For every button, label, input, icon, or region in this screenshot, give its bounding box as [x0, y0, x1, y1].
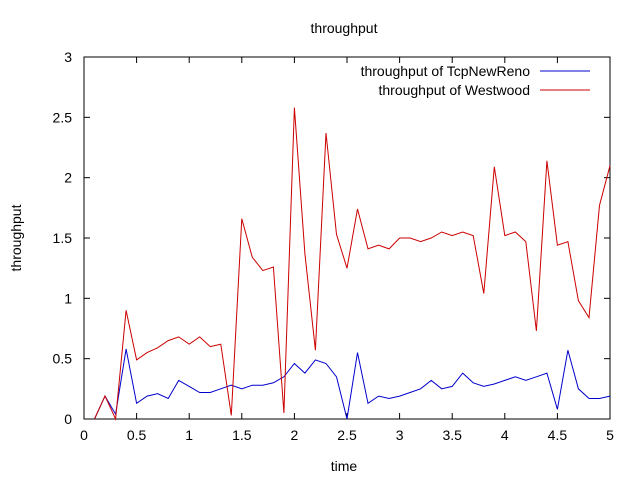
y-tick-label: 2 — [64, 170, 72, 186]
x-tick-label: 4.5 — [548, 427, 568, 443]
series-line-0 — [94, 348, 611, 420]
legend-label-1: throughput of Westwood — [378, 82, 530, 98]
x-tick-label: 3 — [396, 427, 404, 443]
chart-title: throughput — [311, 20, 378, 36]
y-tick-label: 3 — [64, 49, 72, 65]
y-axis-label: throughput — [8, 204, 24, 271]
x-tick-label: 2 — [291, 427, 299, 443]
y-tick-label: 2.5 — [53, 109, 73, 125]
x-tick-label: 3.5 — [442, 427, 462, 443]
legend-label-0: throughput of TcpNewReno — [361, 63, 531, 79]
x-tick-label: 2.5 — [337, 427, 357, 443]
x-axis-label: time — [331, 458, 358, 474]
y-tick-label: 1 — [64, 290, 72, 306]
y-tick-label: 0.5 — [53, 351, 73, 367]
x-tick-label: 1.5 — [232, 427, 252, 443]
x-tick-label: 0.5 — [127, 427, 147, 443]
x-tick-label: 1 — [185, 427, 193, 443]
x-tick-label: 4 — [501, 427, 509, 443]
plot-area: 0 0.5 1 1.5 2 2.5 3 3.5 4 4.5 5 0 0.5 1 1.5 2 2.5 3 throug… — [53, 49, 615, 443]
plot-frame — [83, 56, 611, 420]
y-tick-label: 1.5 — [53, 230, 73, 246]
x-tick-label: 0 — [80, 427, 88, 443]
x-tick-label: 5 — [606, 427, 614, 443]
series-line-1 — [94, 107, 611, 421]
y-tick-label: 0 — [64, 411, 72, 427]
